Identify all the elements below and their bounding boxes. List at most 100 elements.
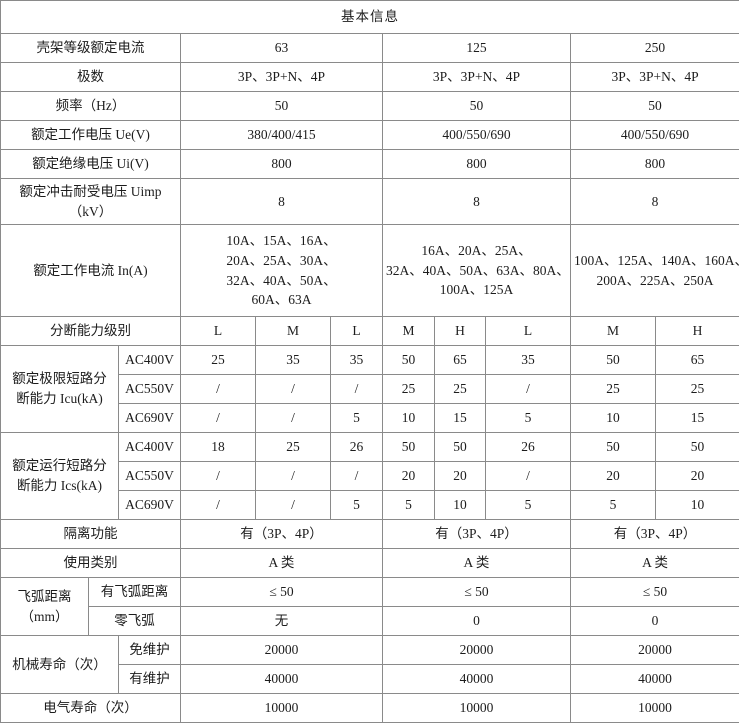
table-row-usage-class: 使用类别 A 类 A 类 A 类 [1,549,739,578]
row-label-frequency: 频率（Hz） [1,92,181,121]
cell-usage-class-250: A 类 [571,549,739,578]
cell-electrical-life-63: 10000 [181,694,383,723]
cell-frame-current-63: 63 [181,34,383,63]
cell-in-current-250: 100A、125A、140A、160A、180A、 200A、225A、250A [571,225,739,317]
in-63-line2: 20A、25A、30A、 [184,251,379,271]
cell-usage-class-63: A 类 [181,549,383,578]
cell-uimp-250: 8 [571,179,739,225]
cell-uimp-125: 8 [383,179,571,225]
cell-icu-ac690v-5: 5 [486,404,571,433]
cell-ics-ac690v-3: 5 [383,491,435,520]
cell-ics-ac400v-2: 26 [331,433,383,462]
cell-poles-250: 3P、3P+N、4P [571,63,739,92]
cell-breaking-class-2: L [331,317,383,346]
in-63-line1: 10A、15A、16A、 [184,231,379,251]
in-125-line1: 16A、20A、25A、 [386,241,567,261]
row-label-uimp: 额定冲击耐受电压 Uimp （kV） [1,179,181,225]
table-row-electrical-life: 电气寿命（次） 10000 10000 10000 [1,694,739,723]
table-row-mechanical-life-maintenance-free: 机械寿命（次） 免维护 20000 20000 20000 [1,636,739,665]
cell-frequency-250: 50 [571,92,739,121]
table-row-in-current: 额定工作电流 In(A) 10A、15A、16A、 20A、25A、30A、 3… [1,225,739,317]
cell-ics-ac550v-7: 20 [656,462,739,491]
cell-mech-free-250: 20000 [571,636,739,665]
table-title: 基本信息 [1,1,739,34]
cell-icu-ac400v-0: 25 [181,346,256,375]
cell-ics-ac690v-6: 5 [571,491,656,520]
cell-ui-63: 800 [181,150,383,179]
row-label-isolation: 隔离功能 [1,520,181,549]
row-label-arc-distance-line2: （mm） [4,607,85,627]
in-250-line2: 200A、225A、250A [574,271,736,291]
table-row-ics-ac400v: 额定运行短路分 断能力 Ics(kA) AC400V 18 25 26 50 5… [1,433,739,462]
cell-icu-ac550v-5: / [486,375,571,404]
cell-ics-ac690v-7: 10 [656,491,739,520]
cell-ics-ac400v-5: 26 [486,433,571,462]
cell-icu-ac690v-4: 15 [435,404,486,433]
cell-icu-ac400v-2: 35 [331,346,383,375]
row-label-frame-current: 壳架等级额定电流 [1,34,181,63]
cell-icu-ac690v-6: 10 [571,404,656,433]
table-row-ui: 额定绝缘电压 Ui(V) 800 800 800 [1,150,739,179]
cell-isolation-125: 有（3P、4P） [383,520,571,549]
cell-ics-ac550v-2: / [331,462,383,491]
table-row-breaking-class: 分断能力级别 L M L M H L M H [1,317,739,346]
cell-icu-ac400v-4: 65 [435,346,486,375]
table-row-arc-distance-with: 飞弧距离 （mm） 有飞弧距离 ≤ 50 ≤ 50 ≤ 50 [1,578,739,607]
sub-label-arc-zero: 零飞弧 [89,607,181,636]
cell-ics-ac400v-6: 50 [571,433,656,462]
row-label-arc-distance: 飞弧距离 （mm） [1,578,89,636]
cell-breaking-class-4: H [435,317,486,346]
table-title-row: 基本信息 [1,1,739,34]
in-250-line1: 100A、125A、140A、160A、180A、 [574,251,736,271]
cell-icu-ac690v-3: 10 [383,404,435,433]
cell-ue-63: 380/400/415 [181,121,383,150]
cell-icu-ac550v-7: 25 [656,375,739,404]
cell-isolation-250: 有（3P、4P） [571,520,739,549]
cell-icu-ac550v-0: / [181,375,256,404]
row-label-poles: 极数 [1,63,181,92]
row-label-arc-distance-line1: 飞弧距离 [4,587,85,607]
cell-breaking-class-6: M [571,317,656,346]
cell-ics-ac690v-4: 10 [435,491,486,520]
cell-in-current-125: 16A、20A、25A、 32A、40A、50A、63A、80A、 100A、1… [383,225,571,317]
row-label-icu-line1: 额定极限短路分 [4,369,115,389]
cell-breaking-class-0: L [181,317,256,346]
in-63-line3: 32A、40A、50A、 [184,271,379,291]
row-label-ics: 额定运行短路分 断能力 Ics(kA) [1,433,119,520]
in-125-line2: 32A、40A、50A、63A、80A、 [386,261,567,281]
in-125-line3: 100A、125A [386,280,567,300]
cell-mech-maint-63: 40000 [181,665,383,694]
row-label-breaking-class: 分断能力级别 [1,317,181,346]
sub-label-ics-ac400v: AC400V [119,433,181,462]
cell-ics-ac550v-5: / [486,462,571,491]
sub-label-maintenance-free: 免维护 [119,636,181,665]
row-label-ics-line2: 断能力 Ics(kA) [4,476,115,496]
row-label-ue: 额定工作电压 Ue(V) [1,121,181,150]
row-label-ui: 额定绝缘电压 Ui(V) [1,150,181,179]
cell-ue-250: 400/550/690 [571,121,739,150]
cell-ics-ac550v-6: 20 [571,462,656,491]
in-63-line4: 60A、63A [184,290,379,310]
cell-mech-maint-250: 40000 [571,665,739,694]
sub-label-maintained: 有维护 [119,665,181,694]
row-label-uimp-line2: （kV） [4,202,177,222]
cell-electrical-life-250: 10000 [571,694,739,723]
cell-ics-ac400v-3: 50 [383,433,435,462]
cell-ics-ac400v-7: 50 [656,433,739,462]
cell-ui-250: 800 [571,150,739,179]
cell-frame-current-250: 250 [571,34,739,63]
row-label-icu-line2: 断能力 Icu(kA) [4,389,115,409]
cell-ics-ac690v-2: 5 [331,491,383,520]
row-label-usage-class: 使用类别 [1,549,181,578]
cell-icu-ac400v-6: 50 [571,346,656,375]
cell-ui-125: 800 [383,150,571,179]
sub-label-arc-with: 有飞弧距离 [89,578,181,607]
cell-poles-63: 3P、3P+N、4P [181,63,383,92]
cell-ics-ac690v-0: / [181,491,256,520]
table-row-ue: 额定工作电压 Ue(V) 380/400/415 400/550/690 400… [1,121,739,150]
cell-poles-125: 3P、3P+N、4P [383,63,571,92]
row-label-icu: 额定极限短路分 断能力 Icu(kA) [1,346,119,433]
cell-ics-ac690v-5: 5 [486,491,571,520]
cell-frame-current-125: 125 [383,34,571,63]
